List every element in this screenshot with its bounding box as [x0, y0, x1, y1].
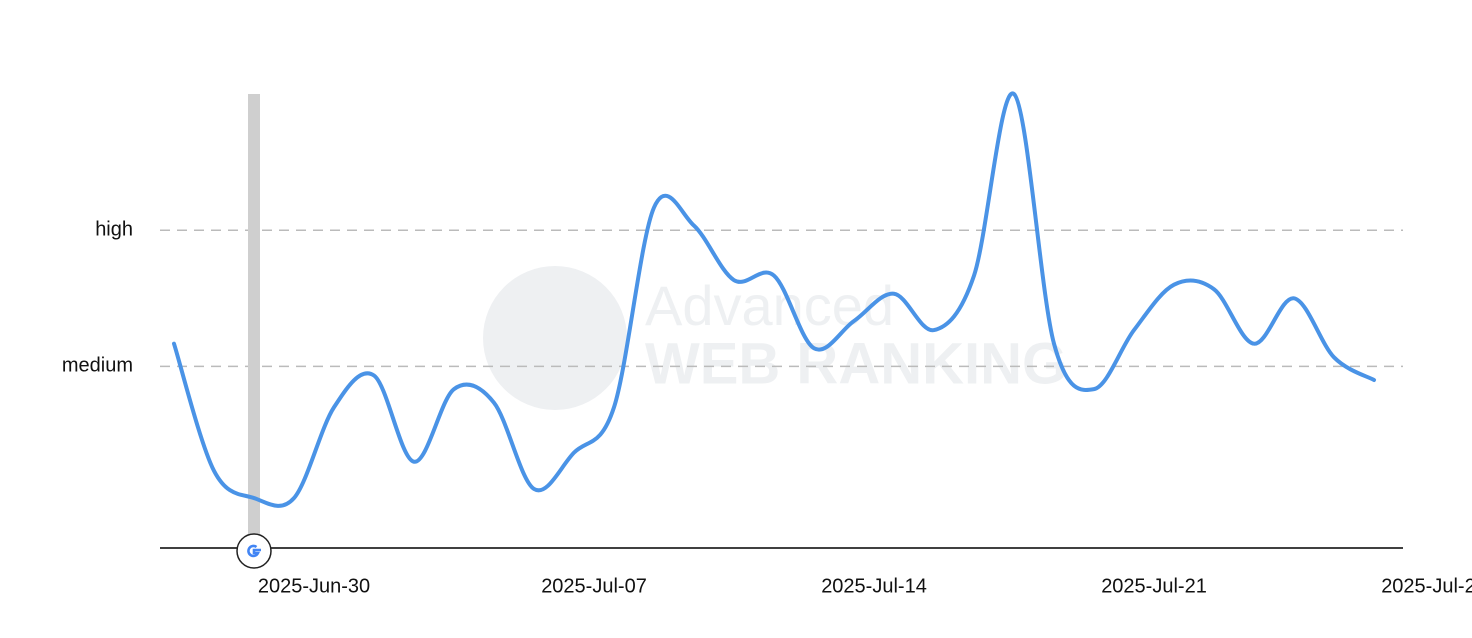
event-marker [248, 94, 260, 548]
x-tick-label: 2025-Jul-28 [1381, 575, 1472, 597]
watermark-text: WEB RANKING [645, 331, 1067, 396]
y-tick-label: medium [62, 355, 133, 377]
google-icon [236, 533, 272, 569]
x-tick-label: 2025-Jul-14 [821, 575, 927, 597]
watermark: Advanced WEB RANKING [483, 266, 1067, 410]
google-icon-g [247, 544, 261, 558]
x-tick-label: 2025-Jul-21 [1101, 575, 1207, 597]
x-tick-label: 2025-Jun-30 [258, 575, 370, 597]
line-series [172, 91, 1376, 508]
x-tick-label: 2025-Jul-07 [541, 575, 647, 597]
y-tick-label: high [95, 218, 133, 240]
watermark-globe [483, 266, 627, 410]
watermark-text: Advanced [645, 274, 894, 337]
